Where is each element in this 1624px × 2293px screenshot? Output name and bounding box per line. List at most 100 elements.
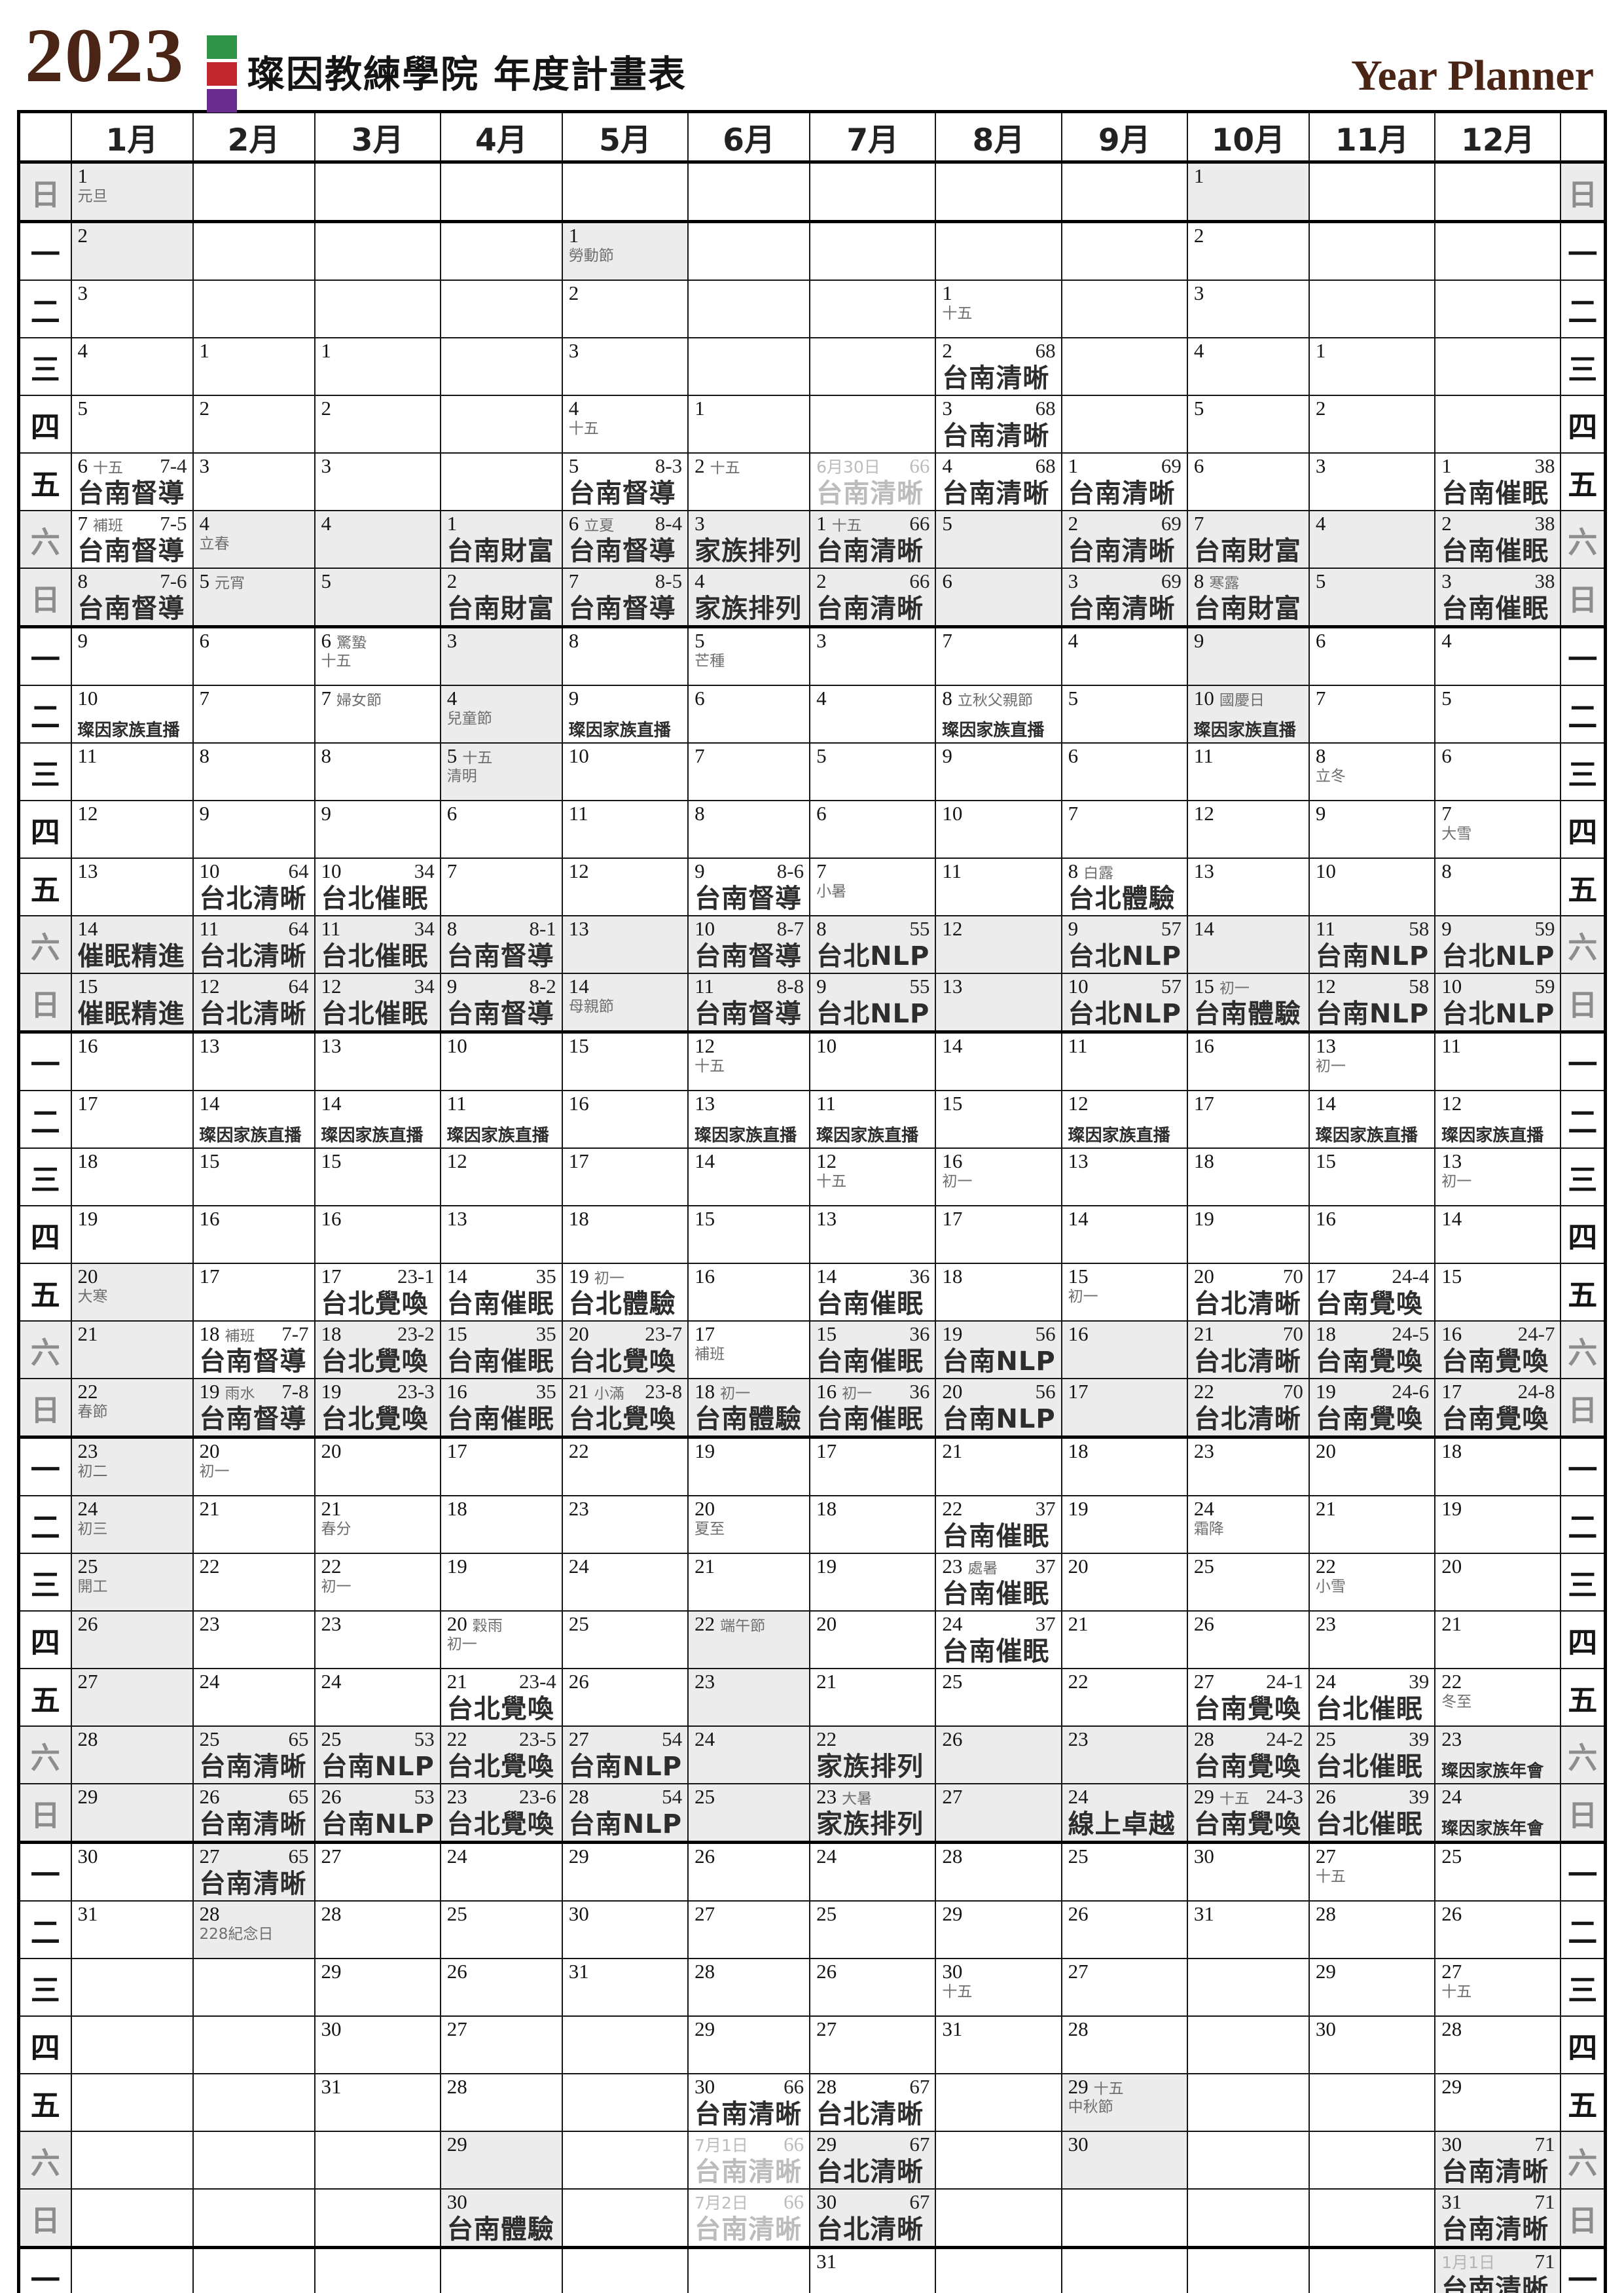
session-code: 38 [1534,512,1555,535]
day-number: 7 [695,744,705,767]
cell-1月-24: 24 初三 [70,1495,194,1554]
cell-7月-4: 4 [809,685,937,744]
session-code: 7-5 [160,512,187,535]
day-number: 4 [199,512,210,535]
cell-1月-2: 2 [70,221,194,281]
day-number: 3 [695,512,705,535]
day-number: 25 [1068,1845,1089,1868]
cell-5月-27: 27 54 台南NLP [561,1725,689,1784]
weekday-left-五: 五 [18,2073,72,2132]
day-number: 1 [199,339,210,362]
cell-6月-20: 20 夏至 [687,1495,811,1554]
cell-1月-23: 23 初二 [70,1436,194,1496]
cell-12月-31: 31 71 台南清晰 [1434,2188,1562,2249]
day-number: 12 [199,975,220,998]
sub-annotation: 初一 [446,1635,477,1653]
cell-3月-24: 24 [314,1668,441,1727]
cell-empty [1308,221,1436,281]
sub-annotation: 春節 [77,1403,108,1420]
day-number: 8 [1441,859,1452,882]
cell-2月-3: 3 [192,452,316,511]
cell-6月-27: 27 [687,1900,811,1959]
cell-5月-1: 1 勞動節 [561,221,689,281]
logo-red-square [207,62,237,86]
day-number: 30 [695,2075,715,2098]
day-number: 10 [816,1034,837,1057]
cell-8月-15: 15 [935,1090,1062,1149]
day-number: 20 [695,1497,715,1520]
cell-4月-7: 7 [439,858,563,916]
day-number: 21 [199,1497,220,1520]
overflow-date: 7月1日 [695,2136,748,2155]
corner-left [18,111,72,164]
day-number: 20 [942,1380,963,1403]
day-number: 22 [1068,1670,1089,1693]
day-number: 20 [1193,1265,1214,1288]
sub-annotation: 大雪 [1441,825,1472,842]
event-label: 台南清晰 [199,1809,307,1840]
weekday-left-一: 一 [18,1031,72,1091]
day-number: 8 [446,917,458,940]
day-number: 31 [77,1902,98,1925]
day-number: 6 [199,629,210,652]
day-number: 25 [568,1612,589,1635]
day-number: 2 [1193,224,1204,247]
cell-3月-16: 16 [314,1205,441,1264]
cell-empty [70,2073,194,2132]
cell-empty [1434,337,1562,396]
day-number: 3 [568,339,579,362]
cell-9月-4: 4 [1060,626,1188,686]
day-number: 20 [446,1612,467,1635]
event-label: 台南督導 [77,536,185,567]
cell-11月-27: 27 十五 [1308,1841,1436,1902]
weekday-right-五: 五 [1560,1668,1606,1727]
inline-annotation: 白露 [1083,866,1114,882]
day-number: 23 [1315,1612,1336,1635]
cell-6月-1: 1 [687,395,811,454]
cell-3月-25: 25 53 台南NLP [314,1725,441,1784]
day-number: 15 [446,1322,467,1345]
day-number: 10 [77,687,98,710]
day-number: 27 [568,1727,589,1750]
day-number: 4 [1441,629,1452,652]
event-label: 家族排列 [816,1809,924,1840]
day-number: 16 [1068,1322,1089,1345]
day-number: 3 [446,629,458,652]
cell-8月-11: 11 [935,858,1062,916]
event-label: 台南NLP [942,1346,1056,1377]
day-number: 31 [321,2075,342,2098]
event-label: 台南NLP [1315,941,1430,972]
day-number: 10 [1441,975,1462,998]
cell-empty [1308,280,1436,338]
inline-annotation: 十五 [1093,2082,1124,2097]
day-number: 20 [1441,1555,1462,1578]
cell-1月-7: 7 補班 7-5 台南督導 [70,510,194,569]
cell-9月-1: 1 69 台南清晰 [1060,452,1188,511]
day-number: 17 [1441,1380,1462,1403]
sub-annotation: 清明 [446,767,477,785]
cell-empty [1060,337,1188,396]
cell-11月-6: 6 [1308,626,1436,686]
cell-10月-14: 14 [1186,915,1310,974]
sub-annotation: 補班 [695,1345,725,1363]
cell-8月-8: 8 立秋父親節 璨因家族直播 [935,685,1062,744]
cell-empty [935,2247,1062,2293]
event-label: 璨因家族直播 [942,721,1045,741]
weekday-left-二: 二 [18,1090,72,1149]
cell-12月-28: 28 [1434,2015,1562,2074]
cell-empty [1186,1958,1310,2017]
cell-5月-20: 20 23-7 台北覺喚 [561,1320,689,1379]
weekday-right-三: 三 [1560,742,1606,801]
event-label: 台南體驗 [695,1404,803,1435]
day-number: 16 [942,1149,963,1172]
cell-9月-23: 23 [1060,1725,1188,1784]
day-number: 29 [321,1960,342,1983]
weekday-right-三: 三 [1560,337,1606,396]
cell-5月-5: 5 8-3 台南督導 [561,452,689,511]
day-number: 3 [1441,569,1452,592]
day-number: 17 [942,1207,963,1230]
day-number: 28 [199,1902,220,1925]
day-number: 26 [942,1727,963,1750]
weekday-right-一: 一 [1560,2247,1606,2293]
sub-annotation: 中秋節 [1068,2098,1113,2116]
